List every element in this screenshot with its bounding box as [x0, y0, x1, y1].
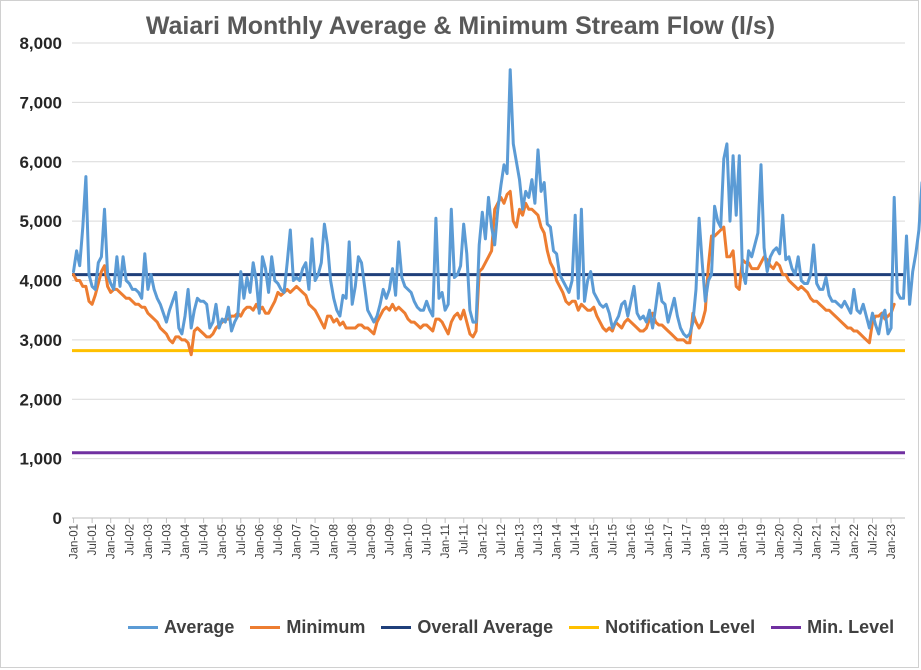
x-tick-label: Jan-20: [775, 524, 787, 559]
x-tick-label: Jul-01: [87, 524, 99, 555]
x-tick-label: Jan-22: [849, 524, 861, 559]
x-tick-label: Jul-10: [422, 524, 434, 555]
x-tick-label: Jan-13: [514, 524, 526, 559]
y-tick-label: 0: [53, 509, 62, 528]
x-tick-label: Jan-07: [292, 524, 304, 559]
x-tick-label: Jul-20: [793, 524, 805, 555]
x-tick-label: Jul-09: [384, 524, 396, 555]
legend-swatch: [381, 626, 412, 629]
y-tick-label: 4,000: [19, 272, 62, 291]
x-tick-label: Jan-16: [626, 524, 638, 559]
chart-title: Waiari Monthly Average & Minimum Stream …: [145, 12, 776, 40]
x-tick-label: Jul-03: [161, 524, 173, 555]
x-tick-label: Jan-01: [69, 524, 81, 559]
x-tick-label: Jan-06: [254, 524, 266, 559]
x-tick-label: Jul-15: [607, 524, 619, 555]
x-tick-label: Jan-02: [106, 524, 118, 559]
x-tick-label: Jul-12: [496, 524, 508, 555]
legend-swatch: [569, 626, 600, 629]
x-tick-label: Jan-10: [403, 524, 415, 559]
y-tick-label: 8,000: [19, 34, 62, 53]
legend-item: Notification Level: [569, 617, 755, 638]
x-tick-label: Jul-16: [645, 524, 657, 555]
y-tick-label: 2,000: [19, 390, 62, 409]
x-tick-label: Jul-06: [273, 524, 285, 555]
series-line-minimum: [72, 189, 896, 357]
x-tick-label: Jul-17: [682, 524, 694, 555]
x-tick-label: Jan-21: [812, 524, 824, 559]
x-tick-label: Jan-08: [329, 524, 341, 559]
x-tick-label: Jan-03: [143, 524, 155, 559]
legend-item: Min. Level: [771, 617, 894, 638]
legend-label: Min. Level: [807, 617, 895, 637]
y-tick-label: 3,000: [19, 331, 62, 350]
y-tick-label: 6,000: [19, 153, 62, 172]
series-line-average: [72, 68, 921, 339]
legend-label: Minimum: [286, 617, 366, 637]
x-tick-label: Jan-14: [552, 523, 564, 559]
x-tick-label: Jan-15: [589, 524, 601, 559]
x-tick-label: Jan-17: [663, 524, 675, 559]
x-tick-label: Jul-13: [533, 524, 545, 555]
x-tick-label: Jan-18: [700, 524, 712, 559]
x-tick-label: Jul-11: [459, 524, 471, 554]
x-tick-label: Jan-09: [366, 524, 378, 559]
x-tick-label: Jan-05: [217, 524, 229, 559]
x-tick-label: Jan-11: [440, 524, 452, 558]
x-tick-label: Jul-04: [199, 523, 211, 555]
x-tick-label: Jul-19: [756, 524, 768, 555]
x-tick-label: Jan-04: [180, 523, 192, 559]
x-tick-label: Jul-22: [867, 524, 879, 555]
legend-label: Overall Average: [417, 617, 554, 637]
legend-item: Overall Average: [381, 617, 553, 638]
x-tick-label: Jul-05: [236, 524, 248, 555]
chart-legend: Average Minimum Overall Average Notificatio…: [128, 617, 910, 638]
x-tick-label: Jul-14: [570, 523, 582, 555]
x-tick-label: Jul-18: [719, 524, 731, 555]
x-tick-label: Jul-07: [310, 524, 322, 555]
legend-swatch: [128, 626, 158, 629]
legend-label: Average: [164, 617, 235, 637]
y-tick-label: 5,000: [19, 212, 62, 231]
x-tick-label: Jul-21: [830, 524, 842, 555]
legend-item: Minimum: [250, 617, 365, 638]
x-tick-label: Jul-02: [124, 524, 136, 555]
legend-item: Average: [128, 617, 234, 638]
y-tick-label: 7,000: [19, 93, 62, 112]
legend-swatch: [250, 626, 281, 629]
x-tick-label: Jan-23: [886, 524, 898, 559]
legend-swatch: [771, 626, 802, 629]
x-tick-label: Jul-08: [347, 524, 359, 555]
y-tick-label: 1,000: [19, 450, 62, 469]
legend-label: Notification Level: [605, 617, 756, 637]
x-tick-label: Jan-12: [477, 524, 489, 559]
x-tick-label: Jan-19: [737, 524, 749, 559]
